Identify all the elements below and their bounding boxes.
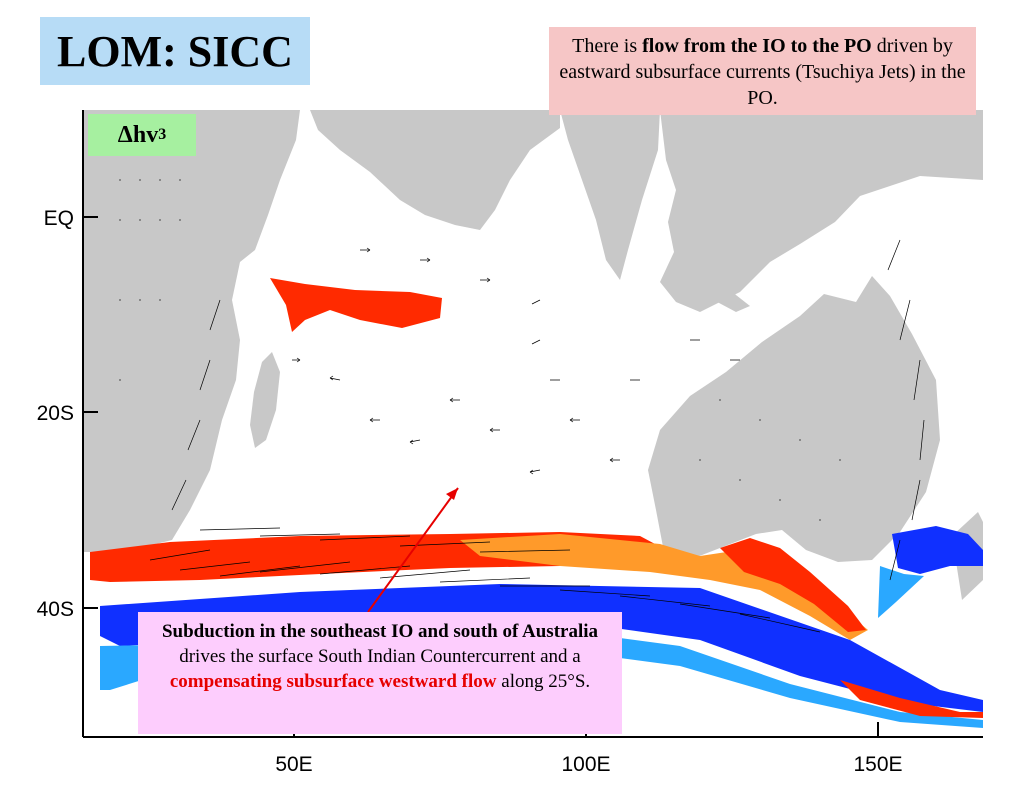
bottom-note: Subduction in the southeast IO and south… (138, 612, 622, 734)
pointer-arrow (367, 487, 459, 613)
y-tick-label-40s: 40S (37, 598, 74, 621)
arabian-sea-positive-anomaly (270, 278, 442, 332)
y-tick-label-eq: EQ (44, 207, 74, 230)
bottom-note-text-1: drives the surface South Indian Counterc… (179, 646, 581, 667)
tasman-weak-negative-anomaly (878, 566, 924, 618)
australia-landmass (648, 276, 940, 562)
bottom-note-bold: Subduction in the southeast IO and south… (161, 621, 599, 642)
australia-positive-anomaly (720, 538, 866, 632)
variable-label: Δhv 3 (88, 114, 196, 156)
slide-title: LOM: SICC (40, 17, 310, 85)
x-tick-label-100e: 100E (561, 753, 610, 776)
india-landmass (560, 110, 660, 280)
madagascar-landmass (250, 352, 280, 448)
top-note: There is flow from the IO to the PO driv… (549, 27, 976, 115)
x-tick-label-150e: 150E (853, 753, 902, 776)
top-note-text-1: There is (572, 35, 643, 57)
southern-red-anomaly-fringe (840, 680, 983, 718)
africa-landmass (83, 110, 300, 552)
tasman-negative-anomaly (892, 526, 983, 574)
sumatra-landmass (682, 254, 750, 312)
y-tick-label-20s: 20S (37, 402, 74, 425)
current-vectors (149, 239, 925, 633)
bottom-note-text-2: along 25°S. (496, 671, 591, 692)
top-note-text-2: driven by eastward subsurface currents (… (559, 35, 966, 109)
x-tick-label-50e: 50E (275, 753, 312, 776)
top-note-bold: flow from the IO to the PO (642, 35, 872, 57)
variable-subscript: 3 (158, 126, 167, 143)
bottom-note-red: compensating subsurface westward flow (169, 671, 497, 692)
arabia-landmass (310, 110, 560, 230)
land-masses (83, 110, 983, 600)
variable-symbol: Δhv (117, 121, 159, 148)
seasia-landmass (660, 110, 983, 312)
